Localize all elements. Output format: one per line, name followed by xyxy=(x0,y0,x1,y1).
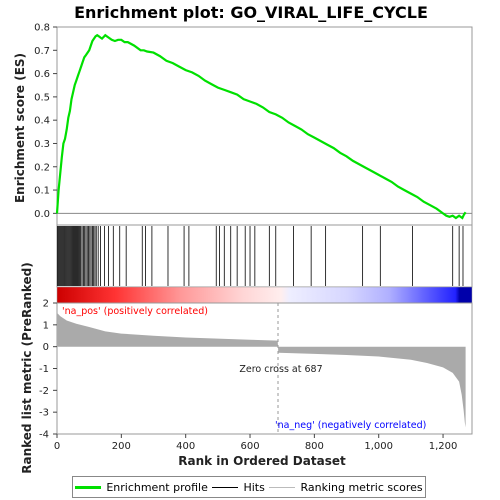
x-ticks: 0 200 400 600 800 1,000 1,200 xyxy=(54,434,458,452)
es-ytick-label: 0.0 xyxy=(34,209,50,220)
neg-label: 'na_neg' (negatively correlated) xyxy=(275,420,426,431)
hit-marks xyxy=(57,226,464,286)
legend-swatch-hits xyxy=(212,486,239,488)
metric-ylabel: Ranked list metric (PreRanked) xyxy=(20,262,34,474)
hits-panel-frame xyxy=(56,224,473,288)
xtick-label: 600 xyxy=(240,441,259,452)
metric-ytick-label: -2 xyxy=(39,386,49,397)
xtick-label: 1,200 xyxy=(429,441,458,452)
es-y-ticks: 0.0 0.1 0.2 0.3 0.4 0.5 0.6 0.7 0.8 xyxy=(34,23,57,220)
es-ytick-label: 0.1 xyxy=(34,186,50,197)
xtick-label: 400 xyxy=(176,441,195,452)
metric-ytick-label: -4 xyxy=(39,430,49,441)
legend-item-hits: Hits xyxy=(212,480,265,494)
metric-ytick-label: -3 xyxy=(39,408,49,419)
legend: Enrichment profile Hits Ranking metric s… xyxy=(72,476,426,498)
metric-y-ticks: 2 1 0 -1 -2 -3 -4 xyxy=(39,299,57,441)
metric-ytick-label: 0 xyxy=(43,342,49,353)
legend-label-ranking-metric: Ranking metric scores xyxy=(300,480,423,494)
legend-swatch-enrichment-profile xyxy=(75,485,102,489)
chart-title: Enrichment plot: GO_VIRAL_LIFE_CYCLE xyxy=(74,3,428,22)
xtick-label: 200 xyxy=(112,441,131,452)
es-ytick-label: 0.5 xyxy=(34,92,50,103)
ranking-metric-area xyxy=(57,312,466,428)
legend-label-enrichment-profile: Enrichment profile xyxy=(106,480,208,494)
es-panel-frame xyxy=(56,26,473,226)
es-ytick-label: 0.7 xyxy=(34,46,50,57)
es-ytick-label: 0.3 xyxy=(34,139,50,150)
xtick-label: 800 xyxy=(305,441,324,452)
legend-item-ranking-metric: Ranking metric scores xyxy=(269,480,423,494)
metric-ytick-label: -1 xyxy=(39,364,49,375)
es-ylabel: Enrichment score (ES) xyxy=(13,53,27,203)
metric-ytick-label: 2 xyxy=(43,299,49,310)
xtick-label: 0 xyxy=(54,441,60,452)
rank-color-bar xyxy=(56,286,473,304)
metric-ytick-label: 1 xyxy=(43,320,49,331)
enrichment-profile-line xyxy=(55,33,467,220)
x-axis-label: Rank in Ordered Dataset xyxy=(178,454,346,468)
xtick-label: 1,000 xyxy=(364,441,393,452)
zero-cross-label: Zero cross at 687 xyxy=(239,364,322,375)
es-ytick-label: 0.2 xyxy=(34,162,50,173)
es-ytick-label: 0.6 xyxy=(34,69,50,80)
legend-item-enrichment-profile: Enrichment profile xyxy=(75,481,208,494)
es-ytick-label: 0.4 xyxy=(34,116,50,127)
pos-label: 'na_pos' (positively correlated) xyxy=(62,306,208,317)
legend-swatch-ranking-metric xyxy=(269,486,296,488)
es-ytick-label: 0.8 xyxy=(34,23,50,34)
metric-panel-frame xyxy=(56,302,473,435)
legend-label-hits: Hits xyxy=(243,480,265,494)
